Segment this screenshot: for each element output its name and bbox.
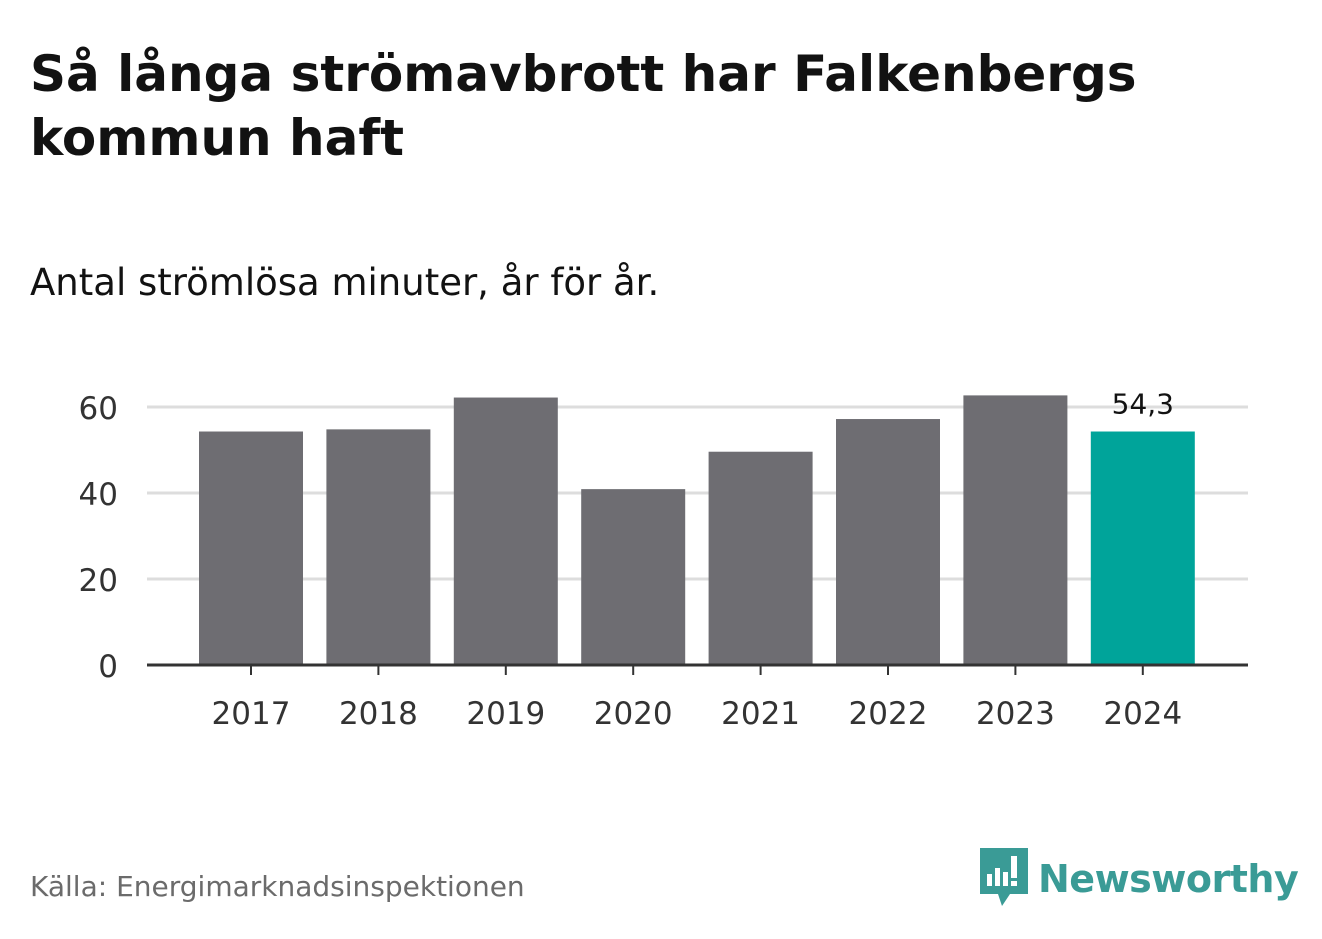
- bars: [199, 395, 1195, 665]
- axes: [147, 663, 1248, 675]
- bar-2023: [963, 395, 1068, 665]
- x-tick-label: 2023: [976, 696, 1055, 732]
- source-note: Källa: Energimarknadsinspektionen: [30, 870, 525, 903]
- brand-logo: Newsworthy: [980, 848, 1299, 910]
- bar-chart: 0 20 40 60 2017 2018 2019 2020 2021 2022 2023 2024 5…: [79, 388, 1248, 732]
- x-tick-label: 2018: [339, 696, 418, 732]
- grid-lines: [147, 405, 1248, 581]
- x-tick-label: 2024: [1103, 696, 1182, 732]
- labels: 0 20 40 60 2017 2018 2019 2020 2021 2022 2023 2024 5…: [79, 388, 1183, 732]
- bar-2022: [836, 419, 940, 665]
- chart-subtitle: Antal strömlösa minuter, år för år.: [30, 261, 660, 304]
- bar-2017: [199, 431, 303, 665]
- newsworthy-logo-icon: [980, 848, 1028, 910]
- brand-name: Newsworthy: [1038, 857, 1299, 901]
- bar-2021: [708, 451, 813, 665]
- x-tick-label: 2022: [849, 696, 928, 732]
- bar-2018: [326, 429, 431, 665]
- data-label: 54,3: [1112, 388, 1174, 421]
- bar-2019: [453, 397, 558, 665]
- y-tick-label: 0: [98, 649, 118, 685]
- chart-title: Så långa strömavbrott har Falkenbergs ko…: [30, 45, 1137, 167]
- x-tick-label: 2020: [594, 696, 673, 732]
- y-tick-label: 40: [79, 477, 118, 513]
- x-tick-label: 2021: [721, 696, 800, 732]
- bar-2024: [1090, 431, 1195, 665]
- x-tick-label: 2017: [212, 696, 291, 732]
- bar-2020: [581, 489, 686, 665]
- y-tick-label: 60: [79, 391, 118, 427]
- y-tick-label: 20: [79, 563, 118, 599]
- x-tick-label: 2019: [466, 696, 545, 732]
